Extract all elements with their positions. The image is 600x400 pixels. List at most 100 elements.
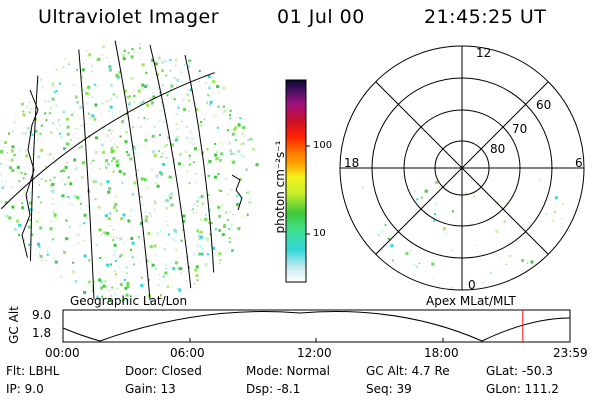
emission-speckle: [101, 54, 104, 57]
emission-speckle: [196, 140, 198, 142]
emission-speckle: [107, 162, 111, 166]
emission-speckle: [240, 198, 241, 199]
emission-speckle: [183, 108, 186, 112]
emission-speckle: [239, 177, 243, 181]
emission-speckle: [100, 143, 104, 147]
emission-speckle: [143, 117, 146, 120]
emission-speckle: [166, 285, 169, 288]
emission-speckle: [125, 112, 128, 115]
emission-speckle: [246, 192, 248, 194]
emission-speckle: [141, 88, 143, 90]
emission-speckle: [70, 83, 73, 86]
emission-speckle: [129, 215, 131, 218]
emission-speckle: [124, 89, 127, 93]
emission-speckle: [70, 203, 74, 207]
emission-speckle: [31, 233, 34, 236]
emission-speckle: [239, 153, 243, 157]
emission-speckle: [49, 152, 52, 156]
emission-speckle: [199, 230, 203, 234]
emission-speckle: [161, 152, 164, 155]
emission-speckle: [159, 134, 162, 137]
emission-speckle: [201, 112, 203, 114]
emission-speckle: [234, 126, 238, 130]
emission-speckle: [10, 158, 14, 162]
emission-speckle: [158, 196, 160, 198]
emission-speckle: [49, 179, 52, 181]
emission-speckle: [204, 119, 206, 121]
emission-speckle: [56, 69, 57, 71]
emission-speckle: [83, 254, 87, 258]
emission-speckle: [24, 132, 27, 135]
emission-speckle: [31, 243, 33, 245]
emission-speckle: [166, 220, 167, 222]
emission-speckle: [204, 214, 207, 216]
emission-speckle: [218, 229, 222, 232]
emission-speckle: [216, 151, 219, 153]
emission-speckle: [212, 98, 215, 101]
emission-speckle: [76, 68, 79, 71]
emission-speckle: [111, 286, 114, 289]
emission-speckle: [52, 203, 54, 205]
emission-speckle: [198, 81, 200, 83]
emission-speckle: [178, 288, 182, 292]
emission-speckle: [435, 180, 439, 184]
emission-speckle: [164, 199, 168, 203]
emission-speckle: [561, 202, 564, 205]
emission-speckle: [59, 275, 63, 279]
emission-speckle: [52, 137, 54, 139]
emission-speckle: [153, 291, 155, 293]
emission-speckle: [63, 250, 66, 254]
emission-speckle: [220, 124, 222, 126]
emission-speckle: [175, 113, 178, 116]
emission-speckle: [553, 210, 556, 213]
emission-speckle: [145, 71, 148, 74]
emission-speckle: [30, 135, 32, 137]
emission-speckle: [113, 270, 116, 272]
emission-speckle: [167, 169, 169, 171]
emission-speckle: [175, 248, 178, 251]
emission-speckle: [112, 130, 114, 132]
emission-speckle: [104, 214, 108, 218]
emission-speckle: [117, 264, 120, 267]
emission-speckle: [427, 261, 429, 263]
emission-speckle: [214, 115, 216, 117]
emission-speckle: [133, 147, 137, 151]
emission-speckle: [107, 298, 111, 302]
emission-speckle: [179, 267, 183, 271]
emission-speckle: [94, 281, 96, 283]
emission-speckle: [31, 179, 33, 181]
emission-speckle: [129, 285, 131, 287]
emission-speckle: [143, 250, 145, 251]
emission-speckle: [154, 126, 155, 128]
emission-speckle: [26, 106, 28, 108]
emission-speckle: [45, 119, 48, 122]
emission-speckle: [130, 237, 134, 240]
emission-speckle: [155, 254, 157, 256]
emission-speckle: [188, 266, 191, 269]
emission-speckle: [112, 157, 116, 160]
emission-speckle: [129, 108, 131, 110]
emission-speckle: [91, 290, 93, 292]
emission-speckle: [194, 80, 197, 82]
emission-speckle: [37, 242, 40, 246]
emission-speckle: [171, 237, 175, 241]
emission-speckle: [138, 116, 139, 118]
emission-speckle: [0, 173, 2, 177]
emission-speckle: [57, 204, 59, 205]
emission-speckle: [121, 54, 125, 58]
emission-speckle: [188, 136, 192, 140]
emission-speckle: [1, 181, 3, 183]
emission-speckle: [169, 59, 172, 62]
emission-speckle: [241, 215, 243, 217]
emission-speckle: [209, 104, 211, 106]
emission-speckle: [197, 252, 199, 254]
emission-speckle: [114, 260, 117, 262]
emission-speckle: [166, 59, 169, 62]
emission-speckle: [212, 183, 213, 184]
emission-speckle: [85, 101, 89, 105]
emission-speckle: [242, 155, 246, 159]
emission-speckle: [176, 78, 180, 82]
emission-speckle: [83, 239, 86, 242]
emission-speckle: [87, 205, 90, 208]
emission-speckle: [144, 219, 148, 223]
